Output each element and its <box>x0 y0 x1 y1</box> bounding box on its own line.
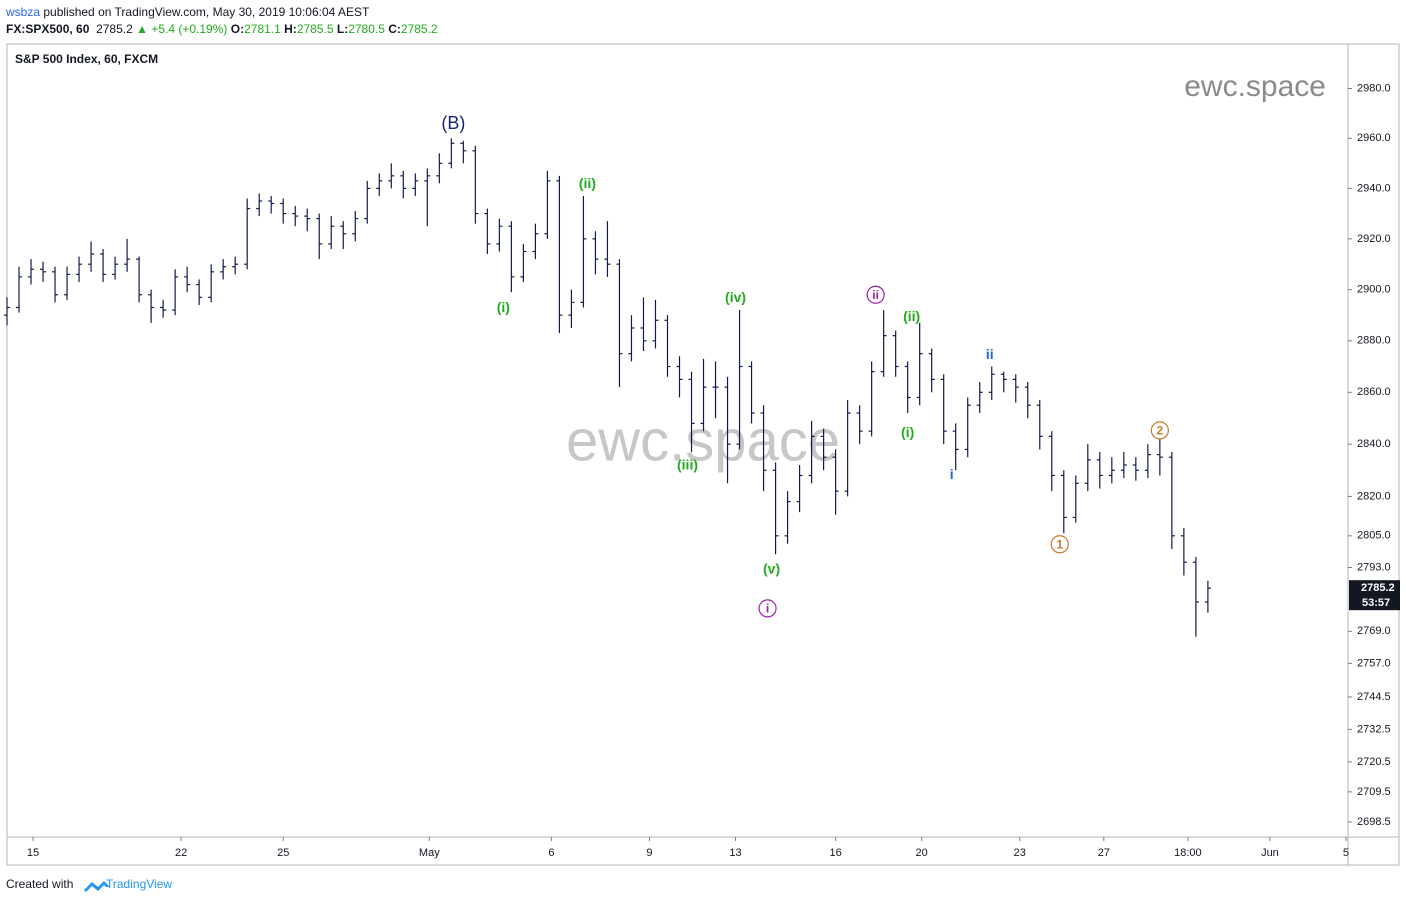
y-tick-label: 2744.5 <box>1357 691 1391 703</box>
wave-label: i <box>950 466 954 482</box>
wave-label: (B) <box>441 113 465 133</box>
price-tag-label: 2785.2 <box>1361 582 1395 594</box>
x-tick-label: 20 <box>916 847 928 859</box>
x-tick-label: 15 <box>27 847 39 859</box>
x-tick-label: 16 <box>829 847 841 859</box>
y-tick-label: 2720.5 <box>1357 756 1391 768</box>
open: 2781.1 <box>244 22 281 36</box>
y-tick-label: 2840.0 <box>1357 438 1391 450</box>
wave-circle <box>1050 535 1069 554</box>
wave-label: (i) <box>901 424 914 440</box>
y-tick-label: 2732.5 <box>1357 723 1391 735</box>
h-label: H: <box>284 22 297 36</box>
publish-line: wsbza published on TradingView.com, May … <box>6 5 369 19</box>
x-tick-label: 6 <box>548 847 554 859</box>
wave-label: (iv) <box>725 289 746 305</box>
footer-brand[interactable]: TradingView <box>106 877 172 891</box>
chart-frame <box>6 43 1400 866</box>
x-tick-label: 25 <box>277 847 289 859</box>
wave-label: (iii) <box>677 457 698 473</box>
o-label: O: <box>230 22 245 36</box>
wave-circle <box>758 599 777 618</box>
x-tick-label: 5 <box>1343 847 1349 859</box>
y-tick-label: 2980.0 <box>1357 82 1391 94</box>
price-tag <box>1349 580 1400 611</box>
y-tick-label: 2757.0 <box>1357 657 1391 669</box>
wave-label: ii <box>986 346 994 362</box>
wave-circle <box>866 285 885 304</box>
footer: Created with TradingView <box>6 877 172 892</box>
y-tick-label: 2793.0 <box>1357 561 1391 573</box>
y-tick-label: 2820.0 <box>1357 490 1391 502</box>
wave-label: (ii) <box>903 308 920 324</box>
x-tick-label: Jun <box>1261 847 1279 859</box>
y-tick-label: 2709.5 <box>1357 786 1391 798</box>
publish-info: published on TradingView.com, May 30, 20… <box>43 5 370 19</box>
wave-label: ii <box>872 288 879 302</box>
close: 2785.2 <box>400 22 438 36</box>
watermark: ewc.space <box>1184 70 1326 103</box>
y-tick-label: 2900.0 <box>1357 284 1391 296</box>
wave-label: (v) <box>763 560 780 576</box>
l-label: L: <box>336 22 349 36</box>
last-price: 2785.2 <box>96 22 133 36</box>
wave-label: (i) <box>497 299 510 315</box>
wave-label: 2 <box>1157 424 1164 438</box>
y-tick-label: 2805.0 <box>1357 530 1391 542</box>
low: 2780.5 <box>348 22 385 36</box>
x-tick-label: 22 <box>175 847 187 859</box>
up-arrow: ▲ <box>136 22 148 36</box>
wave-label: i <box>766 602 769 616</box>
wave-label: 1 <box>1056 537 1063 551</box>
ohlc-line: FX:SPX500, 60 2785.2 ▲ +5.4 (+0.19%) O:2… <box>6 22 438 36</box>
y-tick-label: 2769.0 <box>1357 625 1391 637</box>
chart-title: S&P 500 Index, 60, FXCM <box>15 52 158 66</box>
y-tick-label: 2698.5 <box>1357 816 1391 828</box>
c-label: C: <box>388 22 401 36</box>
x-tick-label: 13 <box>729 847 741 859</box>
wave-label: (ii) <box>579 175 596 191</box>
publisher[interactable]: wsbza <box>6 5 41 19</box>
x-tick-label: 9 <box>646 847 652 859</box>
bars <box>4 138 1211 637</box>
countdown: 53:57 <box>1362 597 1390 609</box>
high: 2785.5 <box>296 22 334 36</box>
y-tick-label: 2960.0 <box>1357 132 1391 144</box>
y-tick-label: 2920.0 <box>1357 233 1391 245</box>
x-tick-label: 27 <box>1098 847 1110 859</box>
x-tick-label: 18:00 <box>1174 847 1202 859</box>
change: +5.4 (+0.19%) <box>151 22 228 36</box>
y-tick-label: 2860.0 <box>1357 386 1391 398</box>
tv-logo <box>84 881 110 892</box>
footer-text: Created with <box>6 877 73 891</box>
symbol: FX:SPX500, 60 <box>6 22 90 36</box>
y-tick-label: 2880.0 <box>1357 335 1391 347</box>
wave-circle <box>1150 421 1169 440</box>
x-tick-label: 23 <box>1014 847 1026 859</box>
y-tick-label: 2940.0 <box>1357 182 1391 194</box>
x-tick-label: May <box>419 847 440 859</box>
